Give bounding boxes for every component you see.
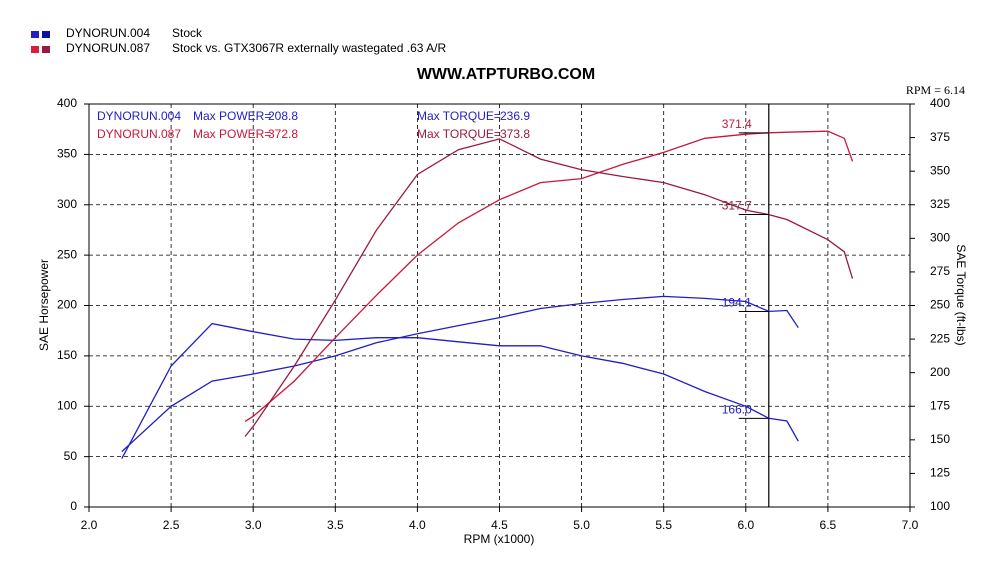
max-power-label: Max POWER= — [193, 109, 271, 123]
y2-tick-label: 125 — [930, 466, 950, 480]
power-line — [121, 295, 799, 453]
max-torque-value: 236.9 — [500, 109, 530, 123]
legend-swatch — [42, 31, 50, 38]
y-tick-label: 0 — [70, 499, 77, 513]
max-torque-value: 373.8 — [500, 127, 530, 141]
torque-line — [244, 138, 854, 437]
y2-tick-label: 400 — [930, 96, 950, 110]
y2-tick-label: 250 — [930, 298, 950, 312]
y2-tick-label: 375 — [930, 130, 950, 144]
y2-tick-label: 350 — [930, 163, 950, 177]
chart-title: WWW.ATPTURBO.COM — [417, 66, 595, 83]
x-tick-label: 6.0 — [737, 518, 754, 532]
cursor-label: RPM = 6.14 — [906, 83, 965, 97]
x-tick-label: 5.0 — [573, 518, 590, 532]
y2-tick-label: 100 — [930, 499, 950, 513]
legend-name: DYNORUN.004 — [66, 26, 150, 40]
max-power-value: 208.8 — [268, 109, 298, 123]
max-power-label: Max POWER= — [193, 127, 271, 141]
cursor-value: 371.4 — [722, 117, 752, 131]
x-tick-label: 6.5 — [820, 518, 837, 532]
y2-tick-label: 325 — [930, 197, 950, 211]
power-line — [244, 130, 854, 422]
y-tick-label: 50 — [64, 449, 78, 463]
max-power-value: 372.8 — [268, 127, 298, 141]
y2-tick-label: 200 — [930, 365, 950, 379]
x-tick-label: 2.0 — [81, 518, 98, 532]
legend-description: Stock — [172, 26, 203, 40]
y-tick-label: 150 — [57, 348, 77, 362]
torque-line — [121, 322, 799, 459]
y2-axis-label: SAE Torque (ft-lbs) — [954, 244, 968, 345]
x-tick-label: 3.5 — [327, 518, 344, 532]
max-torque-label: Max TORQUE= — [417, 109, 501, 123]
legend-swatch — [42, 46, 50, 53]
x-tick-label: 4.5 — [491, 518, 508, 532]
y-tick-label: 300 — [57, 197, 77, 211]
y2-tick-label: 275 — [930, 264, 950, 278]
plot-frame — [88, 103, 911, 508]
max-torque-label: Max TORQUE= — [417, 127, 501, 141]
run-name: DYNORUN.004 — [97, 109, 181, 123]
run-name: DYNORUN.087 — [97, 127, 181, 141]
x-tick-label: 4.0 — [409, 518, 426, 532]
y-tick-label: 100 — [57, 398, 77, 412]
y2-tick-label: 175 — [930, 398, 950, 412]
legend-swatch — [31, 46, 39, 53]
y-tick-label: 400 — [57, 96, 77, 110]
legend-name: DYNORUN.087 — [66, 41, 150, 55]
x-tick-label: 2.5 — [163, 518, 180, 532]
y2-tick-label: 150 — [930, 432, 950, 446]
x-tick-label: 7.0 — [902, 518, 919, 532]
y-tick-label: 250 — [57, 247, 77, 261]
legend-swatch — [31, 31, 39, 38]
cursor-value: 317.7 — [722, 199, 752, 213]
cursor-value: 166.0 — [722, 403, 752, 417]
cursor-value: 194.1 — [722, 296, 752, 310]
x-tick-label: 5.5 — [655, 518, 672, 532]
y-tick-label: 350 — [57, 147, 77, 161]
y2-tick-label: 225 — [930, 331, 950, 345]
x-axis-label: RPM (x1000) — [464, 532, 535, 546]
legend-description: Stock vs. GTX3067R externally wastegated… — [172, 41, 446, 55]
y-tick-label: 200 — [57, 298, 77, 312]
y2-tick-label: 300 — [930, 231, 950, 245]
y-axis-label: SAE Horsepower — [37, 259, 51, 351]
x-tick-label: 3.0 — [245, 518, 262, 532]
